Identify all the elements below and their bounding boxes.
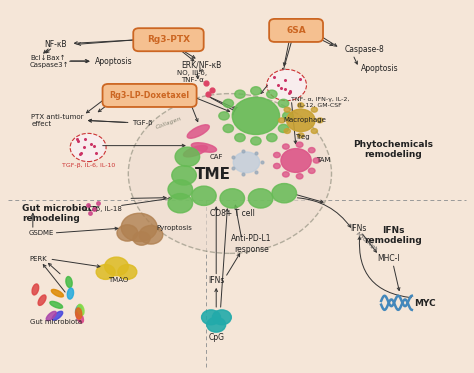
Circle shape [105,257,128,276]
Circle shape [223,124,234,132]
Ellipse shape [75,305,82,316]
Text: Phytochemicals
remodeling: Phytochemicals remodeling [353,140,433,159]
Circle shape [298,103,304,108]
Circle shape [267,69,307,101]
Circle shape [287,109,315,132]
Circle shape [283,172,289,177]
FancyBboxPatch shape [269,19,323,42]
Circle shape [172,166,196,185]
Circle shape [118,264,137,279]
Circle shape [168,180,192,199]
Ellipse shape [66,276,72,288]
Text: IFNs: IFNs [208,276,224,285]
Text: NO, IL-6,
TNF- α: NO, IL-6, TNF- α [177,70,207,84]
Circle shape [133,232,150,245]
Text: Macrophage: Macrophage [283,117,326,123]
Circle shape [281,148,311,172]
Circle shape [267,134,277,142]
Text: TAM: TAM [316,157,330,163]
Circle shape [235,134,245,142]
Circle shape [121,213,157,241]
Ellipse shape [78,304,84,316]
Text: Rg3-LP-Doxetaxel: Rg3-LP-Doxetaxel [109,91,190,100]
Circle shape [201,310,220,325]
FancyBboxPatch shape [133,28,204,51]
Circle shape [232,97,280,135]
Circle shape [251,137,261,145]
Text: Collagen: Collagen [155,116,182,131]
Circle shape [168,194,192,213]
Circle shape [128,94,331,253]
Text: PTX anti-tumor
effect: PTX anti-tumor effect [31,114,84,127]
Ellipse shape [46,311,56,321]
Ellipse shape [51,289,64,297]
Circle shape [283,144,289,149]
Text: TNF- α, IFN-γ, IL-2,
IL-12, GM-CSF: TNF- α, IFN-γ, IL-2, IL-12, GM-CSF [291,97,349,108]
Ellipse shape [75,308,82,319]
Circle shape [309,148,315,153]
Ellipse shape [38,295,46,305]
Ellipse shape [67,288,73,299]
Circle shape [191,186,216,206]
Text: TMAO: TMAO [108,277,128,283]
Text: Pyroptosis: Pyroptosis [156,226,192,232]
Circle shape [313,158,320,163]
Text: IFNs
remodeling: IFNs remodeling [364,226,422,245]
Circle shape [220,189,245,208]
Circle shape [317,118,323,123]
Circle shape [267,90,277,98]
Text: IL-1β, IL-18: IL-1β, IL-18 [83,206,122,212]
Circle shape [309,168,315,173]
Text: Caspase-8: Caspase-8 [345,45,384,54]
Text: TGF-β: TGF-β [132,120,153,126]
Ellipse shape [191,143,217,152]
Circle shape [251,87,261,95]
Circle shape [283,112,293,120]
Circle shape [284,107,291,112]
Circle shape [248,189,273,208]
Text: Rg3-PTX: Rg3-PTX [147,35,190,44]
Circle shape [311,107,318,112]
Circle shape [223,99,234,107]
Text: Gut microbiota: Gut microbiota [30,319,82,325]
Text: IFNs: IFNs [351,224,367,233]
Text: Bcl↓Bax↑
Caspase3↑: Bcl↓Bax↑ Caspase3↑ [30,55,70,68]
Circle shape [278,124,289,132]
Circle shape [296,174,303,179]
Circle shape [272,184,297,203]
Circle shape [311,129,318,134]
Text: MYC: MYC [414,299,436,308]
Circle shape [278,99,289,107]
Text: PERK: PERK [29,256,47,262]
Circle shape [284,129,291,134]
Ellipse shape [50,301,63,308]
Text: GSDME: GSDME [29,230,55,236]
Ellipse shape [32,284,39,295]
Circle shape [207,317,226,332]
Text: Gut microbiota
remodeling: Gut microbiota remodeling [22,204,98,223]
Ellipse shape [187,125,210,138]
Text: Apoptosis: Apoptosis [361,64,399,73]
FancyBboxPatch shape [102,84,197,107]
Circle shape [235,90,245,98]
Text: TGF-β, IL-6, IL-10: TGF-β, IL-6, IL-10 [62,163,115,168]
Circle shape [70,134,106,162]
Text: CAF: CAF [210,154,224,160]
Circle shape [219,112,229,120]
Text: TME: TME [194,167,230,182]
Circle shape [273,153,280,158]
Circle shape [117,225,138,241]
Text: CpG: CpG [208,333,224,342]
Text: ERK/NF-κB: ERK/NF-κB [182,60,222,69]
Circle shape [298,133,304,138]
Text: MYC high: MYC high [355,231,377,252]
Text: NF-κB: NF-κB [44,40,66,49]
Circle shape [139,226,163,244]
Ellipse shape [52,311,63,320]
Ellipse shape [76,312,83,323]
Circle shape [212,310,231,325]
Ellipse shape [183,145,208,157]
Circle shape [233,152,260,173]
Text: 6SA: 6SA [286,26,306,35]
